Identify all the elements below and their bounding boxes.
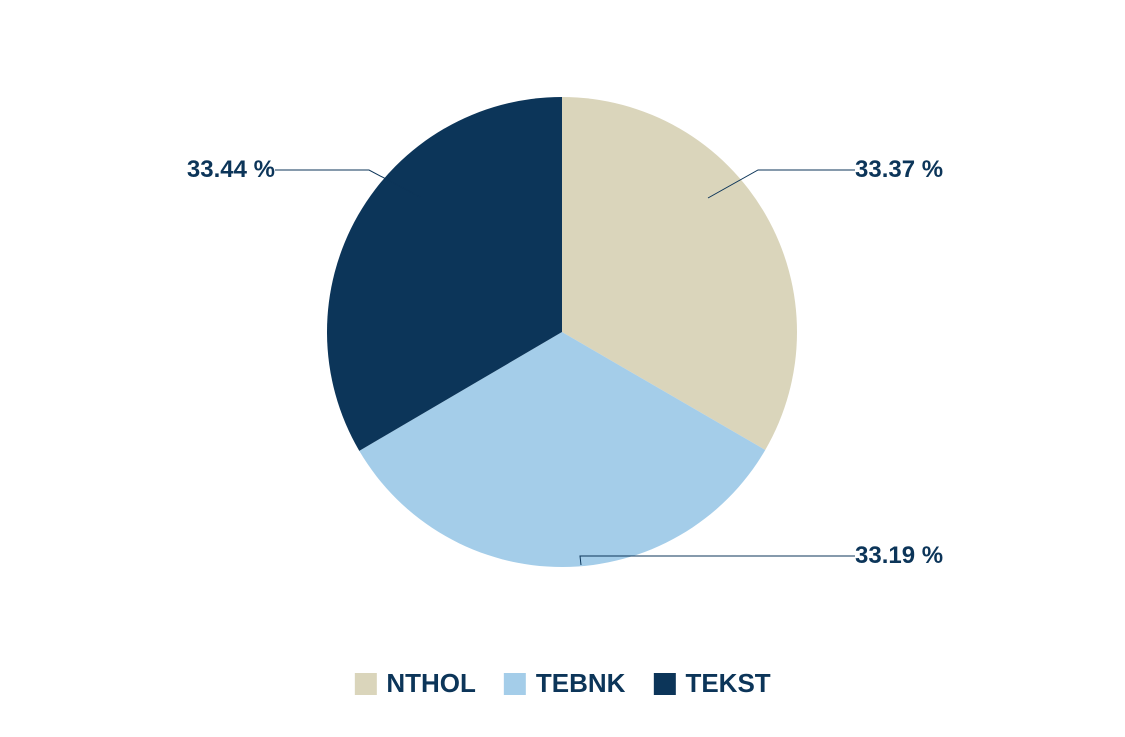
legend-item-tekst: TEKST bbox=[653, 668, 770, 699]
legend-item-tebnk: TEBNK bbox=[504, 668, 626, 699]
slice-label: 33.44 % bbox=[187, 156, 275, 184]
legend-label: NTHOL bbox=[386, 668, 476, 699]
legend: NTHOL TEBNK TEKST bbox=[354, 668, 770, 699]
slice-label: 33.19 % bbox=[855, 542, 943, 570]
pie-chart bbox=[0, 0, 1125, 737]
legend-item-nthol: NTHOL bbox=[354, 668, 476, 699]
slice-label: 33.37 % bbox=[855, 156, 943, 184]
legend-swatch bbox=[653, 673, 675, 695]
legend-label: TEBNK bbox=[536, 668, 626, 699]
legend-swatch bbox=[504, 673, 526, 695]
legend-label: TEKST bbox=[685, 668, 770, 699]
legend-swatch bbox=[354, 673, 376, 695]
